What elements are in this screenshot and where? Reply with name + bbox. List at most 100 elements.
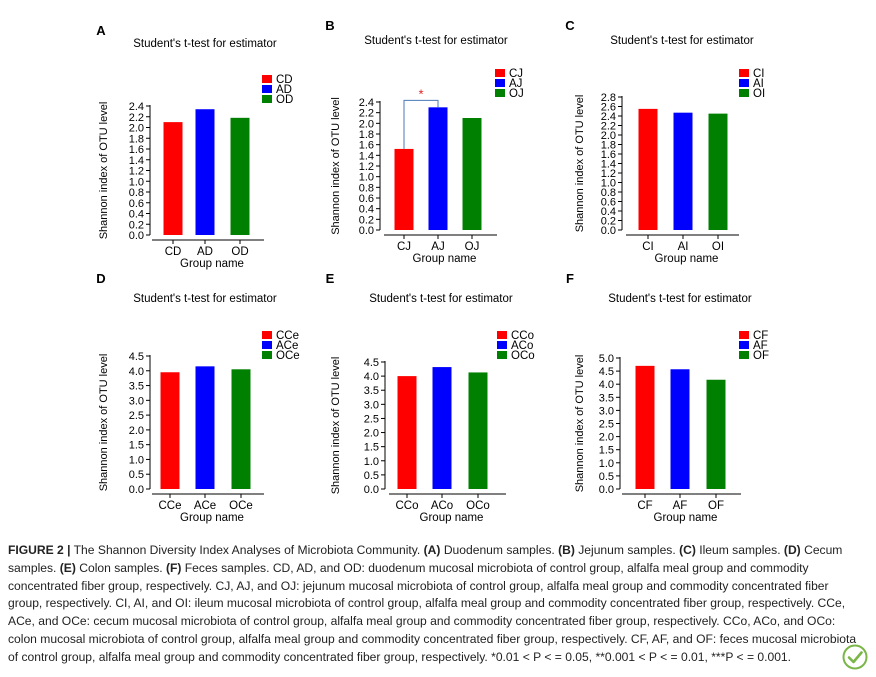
bar-ci [638, 108, 658, 230]
chart-title: Student's t-test for estimator [364, 35, 508, 47]
bar-cf [635, 365, 655, 489]
y-tick-label: 1.8 [601, 140, 616, 152]
x-tick-label: CD [165, 246, 182, 258]
y-tick-label: 3.0 [599, 405, 614, 417]
y-axis-label: Shannon index of OTU level [330, 97, 342, 235]
x-axis-label: Group name [180, 512, 244, 524]
y-tick-label: 2.5 [599, 419, 614, 431]
y-tick-label: 0.8 [601, 187, 616, 199]
y-tick-label: 2.4 [129, 101, 144, 113]
y-tick-label: 1.8 [129, 133, 144, 145]
y-tick-label: 2.0 [599, 432, 614, 444]
legend-entry: OCo [511, 350, 535, 362]
legend-entry: AF [753, 340, 768, 352]
caption-panel-b-text: Jejunum samples. [574, 543, 680, 557]
x-tick-label: CCo [395, 500, 418, 512]
y-tick-label: 3.0 [129, 395, 144, 407]
bar-oco [468, 372, 488, 489]
caption-panel-e-label: (E) [59, 560, 76, 575]
y-tick-label: 1.2 [129, 166, 144, 178]
x-tick-label: OF [708, 500, 724, 512]
chart-title: Student's t-test for estimator [133, 293, 277, 305]
y-tick-label: 1.5 [364, 442, 379, 454]
y-tick-label: 0.4 [129, 209, 144, 221]
x-axis-label: Group name [180, 258, 244, 270]
legend-swatch [262, 341, 272, 349]
bar-aj [428, 107, 448, 230]
y-tick-label: 0.2 [359, 214, 374, 226]
caption-panel-d-text: Cecum samples. [8, 543, 843, 575]
y-tick-label: 4.5 [129, 351, 144, 363]
legend-entry: OI [753, 88, 765, 100]
panel-label: C [565, 18, 575, 33]
bar-of [706, 379, 726, 489]
y-tick-label: 5.0 [599, 353, 614, 365]
y-tick-label: 0.5 [364, 470, 379, 482]
x-tick-label: CF [637, 500, 652, 512]
caption-intro: The Shannon Diversity Index Analyses of … [70, 543, 424, 557]
legend-swatch [495, 69, 505, 77]
y-tick-label: 2.2 [129, 112, 144, 124]
x-tick-label: ACe [194, 500, 216, 512]
chart-title: Student's t-test for estimator [610, 35, 754, 47]
y-tick-label: 2.0 [129, 123, 144, 135]
legend-swatch [495, 79, 505, 87]
y-tick-label: 0.0 [129, 230, 144, 242]
y-tick-label: 1.6 [129, 144, 144, 156]
figure-caption: FIGURE 2 | The Shannon Diversity Index A… [8, 542, 860, 667]
y-tick-label: 0.2 [601, 216, 616, 228]
y-tick-label: 0.8 [359, 182, 374, 194]
legend-swatch [262, 331, 272, 339]
legend-swatch [497, 351, 507, 359]
y-tick-label: 2.0 [364, 428, 379, 440]
y-tick-label: 0.5 [599, 471, 614, 483]
y-tick-label: 1.0 [359, 172, 374, 184]
y-tick-label: 0.2 [129, 219, 144, 231]
x-tick-label: ACo [431, 500, 453, 512]
significance-star: * [418, 86, 423, 101]
bar-cd [163, 122, 183, 235]
y-tick-label: 1.0 [599, 458, 614, 470]
legend-entry: CCo [511, 330, 534, 342]
legend-swatch [262, 75, 272, 83]
panel-label: D [96, 271, 105, 286]
y-tick-label: 1.5 [129, 440, 144, 452]
y-tick-label: 0.0 [364, 484, 379, 496]
y-axis-label: Shannon index of OTU level [574, 95, 586, 233]
caption-panel-c-label: (C) [679, 543, 696, 557]
y-tick-label: 4.5 [599, 366, 614, 378]
y-tick-label: 1.0 [364, 456, 379, 468]
x-tick-label: OJ [465, 241, 480, 253]
y-tick-label: 4.0 [364, 371, 379, 383]
y-tick-label: 1.8 [359, 129, 374, 141]
y-tick-label: 4.0 [599, 379, 614, 391]
bar-cj [394, 148, 414, 230]
legend-entry: OF [753, 350, 769, 362]
x-tick-label: AI [678, 241, 689, 253]
y-tick-label: 2.4 [601, 111, 616, 123]
legend-entry: CF [753, 330, 768, 342]
y-tick-label: 0.6 [359, 193, 374, 205]
legend-entry: AJ [509, 78, 522, 90]
legend-entry: CJ [509, 68, 523, 80]
y-tick-label: 1.0 [129, 176, 144, 188]
legend-entry: CCe [276, 330, 299, 342]
bar-oce [231, 369, 251, 489]
panel-label: B [325, 18, 334, 33]
y-tick-label: 0.0 [129, 484, 144, 496]
legend-swatch [739, 69, 749, 77]
x-tick-label: OCe [229, 500, 253, 512]
y-tick-label: 1.0 [129, 454, 144, 466]
significance-bracket [403, 99, 439, 149]
chart-title: Student's t-test for estimator [133, 38, 277, 50]
y-tick-label: 0.0 [599, 484, 614, 496]
y-tick-label: 2.8 [601, 92, 616, 104]
y-tick-label: 1.0 [601, 178, 616, 190]
panel-label: F [566, 271, 574, 286]
legend-swatch [739, 331, 749, 339]
bar-ace [195, 366, 215, 489]
y-tick-label: 1.4 [129, 155, 144, 167]
bar-aco [432, 367, 452, 489]
y-tick-label: 2.0 [359, 118, 374, 130]
caption-figure-label: FIGURE 2 | [8, 543, 71, 557]
